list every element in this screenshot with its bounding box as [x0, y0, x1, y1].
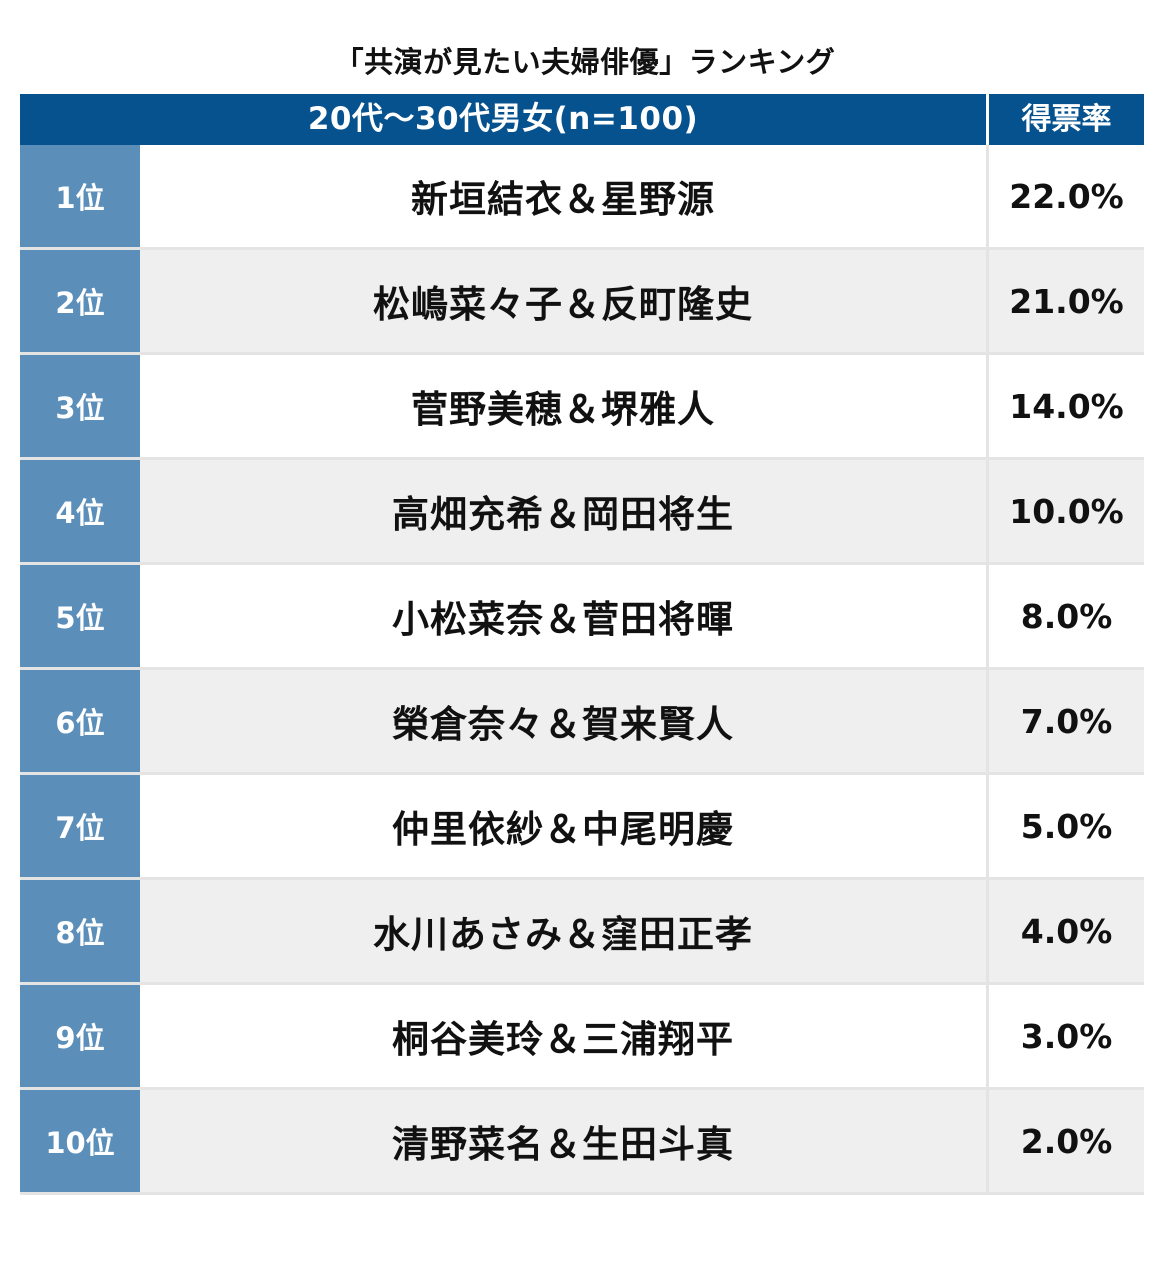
column-divider	[986, 775, 989, 877]
couple-name-cell: 水川あさみ＆窪田正孝	[140, 880, 986, 982]
couple-name-cell: 榮倉奈々＆賀来賢人	[140, 670, 986, 772]
table-row: 4位 高畑充希＆岡田将生 10.0%	[20, 460, 1144, 565]
rank-cell: 2位	[20, 250, 140, 352]
rank-cell: 4位	[20, 460, 140, 562]
rank-cell: 6位	[20, 670, 140, 772]
vote-rate-cell: 7.0%	[989, 670, 1144, 772]
rank-cell: 10位	[20, 1090, 140, 1192]
vote-rate-cell: 22.0%	[989, 145, 1144, 247]
vote-rate-cell: 8.0%	[989, 565, 1144, 667]
column-divider	[986, 565, 989, 667]
column-divider	[986, 880, 989, 982]
vote-rate-cell: 10.0%	[989, 460, 1144, 562]
table-row: 7位 仲里依紗＆中尾明慶 5.0%	[20, 775, 1144, 880]
table-row: 1位 新垣結衣＆星野源 22.0%	[20, 145, 1144, 250]
table-row: 6位 榮倉奈々＆賀来賢人 7.0%	[20, 670, 1144, 775]
page-title: 「共演が見たい夫婦俳優」ランキング	[334, 45, 836, 79]
table-row: 3位 菅野美穂＆堺雅人 14.0%	[20, 355, 1144, 460]
couple-name-cell: 高畑充希＆岡田将生	[140, 460, 986, 562]
rank-cell: 5位	[20, 565, 140, 667]
couple-name-cell: 菅野美穂＆堺雅人	[140, 355, 986, 457]
rank-cell: 8位	[20, 880, 140, 982]
rank-cell: 3位	[20, 355, 140, 457]
header-divider	[986, 94, 989, 145]
table-row: 9位 桐谷美玲＆三浦翔平 3.0%	[20, 985, 1144, 1090]
column-divider	[986, 1090, 989, 1192]
rank-cell: 7位	[20, 775, 140, 877]
table-header: 20代〜30代男女(n=100) 得票率	[20, 94, 1144, 145]
table-row: 10位 清野菜名＆生田斗真 2.0%	[20, 1090, 1144, 1195]
table-row: 8位 水川あさみ＆窪田正孝 4.0%	[20, 880, 1144, 985]
ranking-table: 20代〜30代男女(n=100) 得票率 1位 新垣結衣＆星野源 22.0% 2…	[20, 94, 1144, 1195]
couple-name-cell: 小松菜奈＆菅田将暉	[140, 565, 986, 667]
vote-rate-cell: 14.0%	[989, 355, 1144, 457]
table-row: 5位 小松菜奈＆菅田将暉 8.0%	[20, 565, 1144, 670]
header-group-label: 20代〜30代男女(n=100)	[307, 101, 699, 137]
header-rate-label: 得票率	[1021, 102, 1112, 137]
vote-rate-cell: 4.0%	[989, 880, 1144, 982]
column-divider	[986, 145, 989, 247]
table-row: 2位 松嶋菜々子＆反町隆史 21.0%	[20, 250, 1144, 355]
column-divider	[986, 460, 989, 562]
couple-name-cell: 清野菜名＆生田斗真	[140, 1090, 986, 1192]
column-divider	[986, 355, 989, 457]
column-divider	[986, 250, 989, 352]
column-divider	[986, 985, 989, 1087]
column-divider	[986, 670, 989, 772]
vote-rate-cell: 2.0%	[989, 1090, 1144, 1192]
vote-rate-cell: 3.0%	[989, 985, 1144, 1087]
rank-cell: 9位	[20, 985, 140, 1087]
vote-rate-cell: 5.0%	[989, 775, 1144, 877]
vote-rate-cell: 21.0%	[989, 250, 1144, 352]
couple-name-cell: 仲里依紗＆中尾明慶	[140, 775, 986, 877]
couple-name-cell: 新垣結衣＆星野源	[140, 145, 986, 247]
couple-name-cell: 桐谷美玲＆三浦翔平	[140, 985, 986, 1087]
rank-cell: 1位	[20, 145, 140, 247]
couple-name-cell: 松嶋菜々子＆反町隆史	[140, 250, 986, 352]
